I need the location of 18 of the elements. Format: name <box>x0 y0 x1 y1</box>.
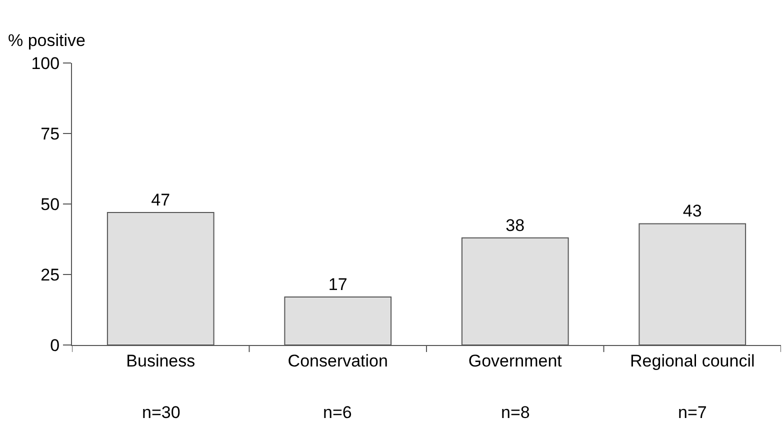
x-tick-label: Business <box>126 351 196 370</box>
text: n=6 <box>323 403 352 422</box>
data-label: 17 <box>328 275 348 294</box>
text: n=7 <box>678 403 707 422</box>
text: n=30 <box>142 403 180 422</box>
data-label: 43 <box>682 202 702 221</box>
text: n=8 <box>501 403 530 422</box>
y-tick-label: 0 <box>50 336 60 355</box>
y-axis-title: % positive <box>8 31 86 50</box>
y-tick-label: 100 <box>31 54 60 73</box>
x-tick-label: Conservation <box>288 351 388 370</box>
y-tick-label: 50 <box>40 194 60 214</box>
data-label: 47 <box>151 190 170 210</box>
y-tick-label: 25 <box>40 265 60 284</box>
x-tick-label: Regional council <box>630 351 755 370</box>
y-tick-label: 75 <box>40 124 60 144</box>
x-tick-label: Government <box>468 351 562 370</box>
data-label: 38 <box>506 216 525 235</box>
